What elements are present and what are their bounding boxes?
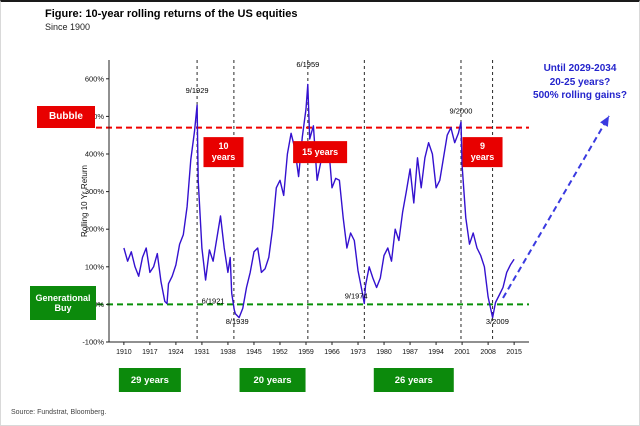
x-tick-label: 1973 [350, 349, 366, 356]
figure-title: Figure: 10-year rolling returns of the U… [45, 8, 298, 20]
duration-box-red [203, 137, 244, 168]
duration-box-red-label: years [212, 152, 236, 162]
duration-box-green [239, 368, 306, 392]
figure-subtitle: Since 1900 [45, 22, 91, 32]
bubble-label: Bubble [37, 106, 95, 128]
x-tick-label: 1987 [402, 349, 418, 356]
duration-box-green-label: 26 years [395, 375, 433, 386]
point-date-label: 9/2000 [450, 106, 473, 115]
y-tick-label: 200% [85, 225, 105, 234]
duration-box-red [293, 141, 348, 164]
point-date-label: 6/1921 [202, 296, 225, 305]
point-date-label: 3/2009 [486, 317, 509, 326]
x-tick-label: 1966 [324, 349, 340, 356]
x-tick-label: 1945 [246, 349, 262, 356]
axes [108, 60, 529, 343]
forecast-note-line-3: 500% rolling gains? [533, 90, 627, 101]
point-date-label: 8/1939 [226, 317, 249, 326]
forecast-arrowhead [600, 116, 609, 127]
forecast-note-line-2: 20-25 years? [549, 76, 611, 88]
generational-buy-label: Generational Buy [30, 286, 96, 320]
x-tick-label: 1924 [168, 349, 184, 356]
y-tick-label: 600% [85, 74, 105, 83]
x-tick-label: 2001 [454, 349, 470, 356]
x-tick-label: 1938 [220, 349, 236, 356]
x-tick-label: 2008 [480, 349, 496, 356]
series-line [123, 83, 515, 319]
forecast-note: Until 2029-2034 20-25 years? 500% rollin… [523, 62, 637, 103]
x-tick-label: 1980 [376, 349, 392, 356]
x-tick-label: 1952 [272, 349, 288, 356]
forecast-arrow [502, 115, 610, 299]
x-tick-label: 1917 [142, 349, 158, 356]
duration-box-green-label: 20 years [254, 375, 292, 386]
x-tick-label: 1959 [298, 349, 314, 356]
y-axis-title: Rolling 10 Yr Return [80, 165, 89, 237]
y-tick-label: 100% [85, 262, 105, 271]
duration-box-red-label: years [471, 152, 495, 162]
y-tick-label: 0% [93, 300, 104, 309]
point-date-label: 6/1959 [296, 60, 319, 69]
point-date-label: 9/1974 [345, 291, 368, 300]
point-date-label: 9/1929 [186, 86, 209, 95]
duration-box-red-label: 9 [480, 141, 485, 151]
y-tick-label: -100% [82, 338, 104, 347]
duration-box-red [462, 137, 503, 168]
y-tick-label: 300% [85, 187, 105, 196]
duration-box-green-label: 29 years [131, 375, 169, 386]
duration-box-green [118, 368, 181, 392]
duration-box-red-label: 10 [218, 141, 228, 151]
duration-box-green [373, 368, 454, 392]
y-tick-label: 400% [85, 150, 105, 159]
x-tick-label: 1910 [116, 349, 132, 356]
forecast-note-line-1: Until 2029-2034 [543, 63, 617, 74]
x-tick-label: 2015 [506, 349, 522, 356]
source-attribution: Source: Fundstrat, Bloomberg. [11, 409, 107, 416]
duration-box-red-label: 15 years [302, 147, 338, 157]
x-tick-label: 1994 [428, 349, 444, 356]
x-tick-label: 1931 [194, 349, 210, 356]
